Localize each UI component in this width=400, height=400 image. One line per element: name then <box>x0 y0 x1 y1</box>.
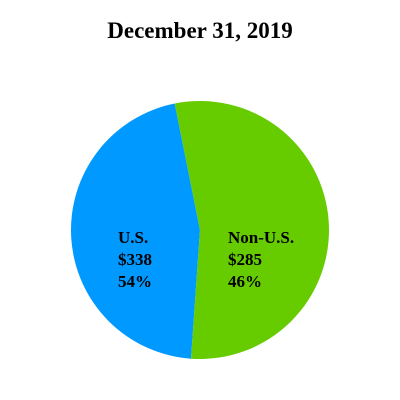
slice-label-non-u-s-category: Non-U.S. <box>228 228 294 247</box>
slice-label-u-s-value: $338 <box>118 250 152 269</box>
slice-label-non-u-s-percent: 46% <box>228 272 262 291</box>
chart-title: December 31, 2019 <box>107 18 293 43</box>
pie-slice-non-u-s <box>70 103 200 359</box>
slice-label-u-s-category: U.S. <box>118 228 148 247</box>
slice-label-non-u-s-value: $285 <box>228 250 262 269</box>
pie-slice-u-s <box>174 101 329 360</box>
slice-label-u-s-percent: 54% <box>118 272 152 291</box>
